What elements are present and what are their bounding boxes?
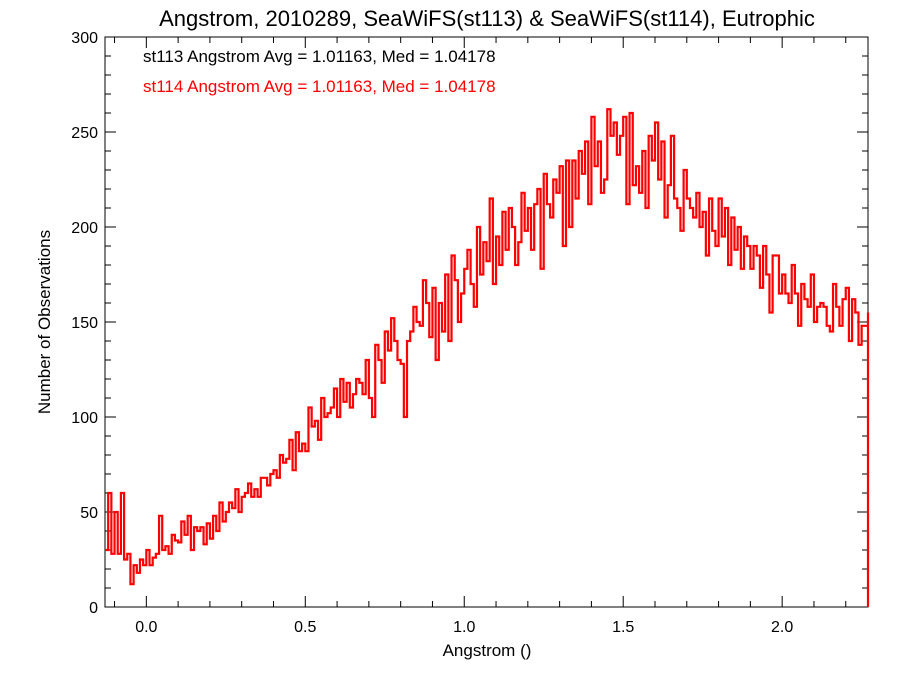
x-tick-label: 2.0: [771, 619, 793, 636]
chart-title: Angstrom, 2010289, SeaWiFS(st113) & SeaW…: [159, 6, 815, 31]
y-tick-label: 300: [71, 30, 98, 47]
y-tick-label: 250: [71, 125, 98, 142]
histogram-series: [105, 108, 870, 607]
x-axis-tick-labels: 0.0 0.5 1.0 1.5 2.0: [135, 619, 793, 636]
x-tick-label: 1.0: [453, 619, 475, 636]
y-tick-label: 150: [71, 315, 98, 332]
y-tick-label: 100: [71, 410, 98, 427]
histogram-series-line: [105, 108, 870, 607]
y-axis-tick-labels: 0 50 100 150 200 250 300: [71, 30, 98, 617]
y-tick-label: 200: [71, 220, 98, 237]
st113-stats-annotation: st113 Angstrom Avg = 1.01163, Med = 1.04…: [143, 47, 496, 66]
y-axis-label: Number of Observations: [35, 230, 54, 414]
x-tick-label: 0.5: [294, 619, 316, 636]
x-tick-label: 0.0: [135, 619, 157, 636]
x-tick-label: 1.5: [612, 619, 634, 636]
st114-stats-annotation: st114 Angstrom Avg = 1.01163, Med = 1.04…: [143, 77, 496, 96]
y-tick-label: 0: [89, 600, 98, 617]
y-tick-label: 50: [80, 505, 98, 522]
x-axis-label: Angstrom (): [443, 641, 532, 660]
x-axis-ticks: [114, 37, 847, 607]
